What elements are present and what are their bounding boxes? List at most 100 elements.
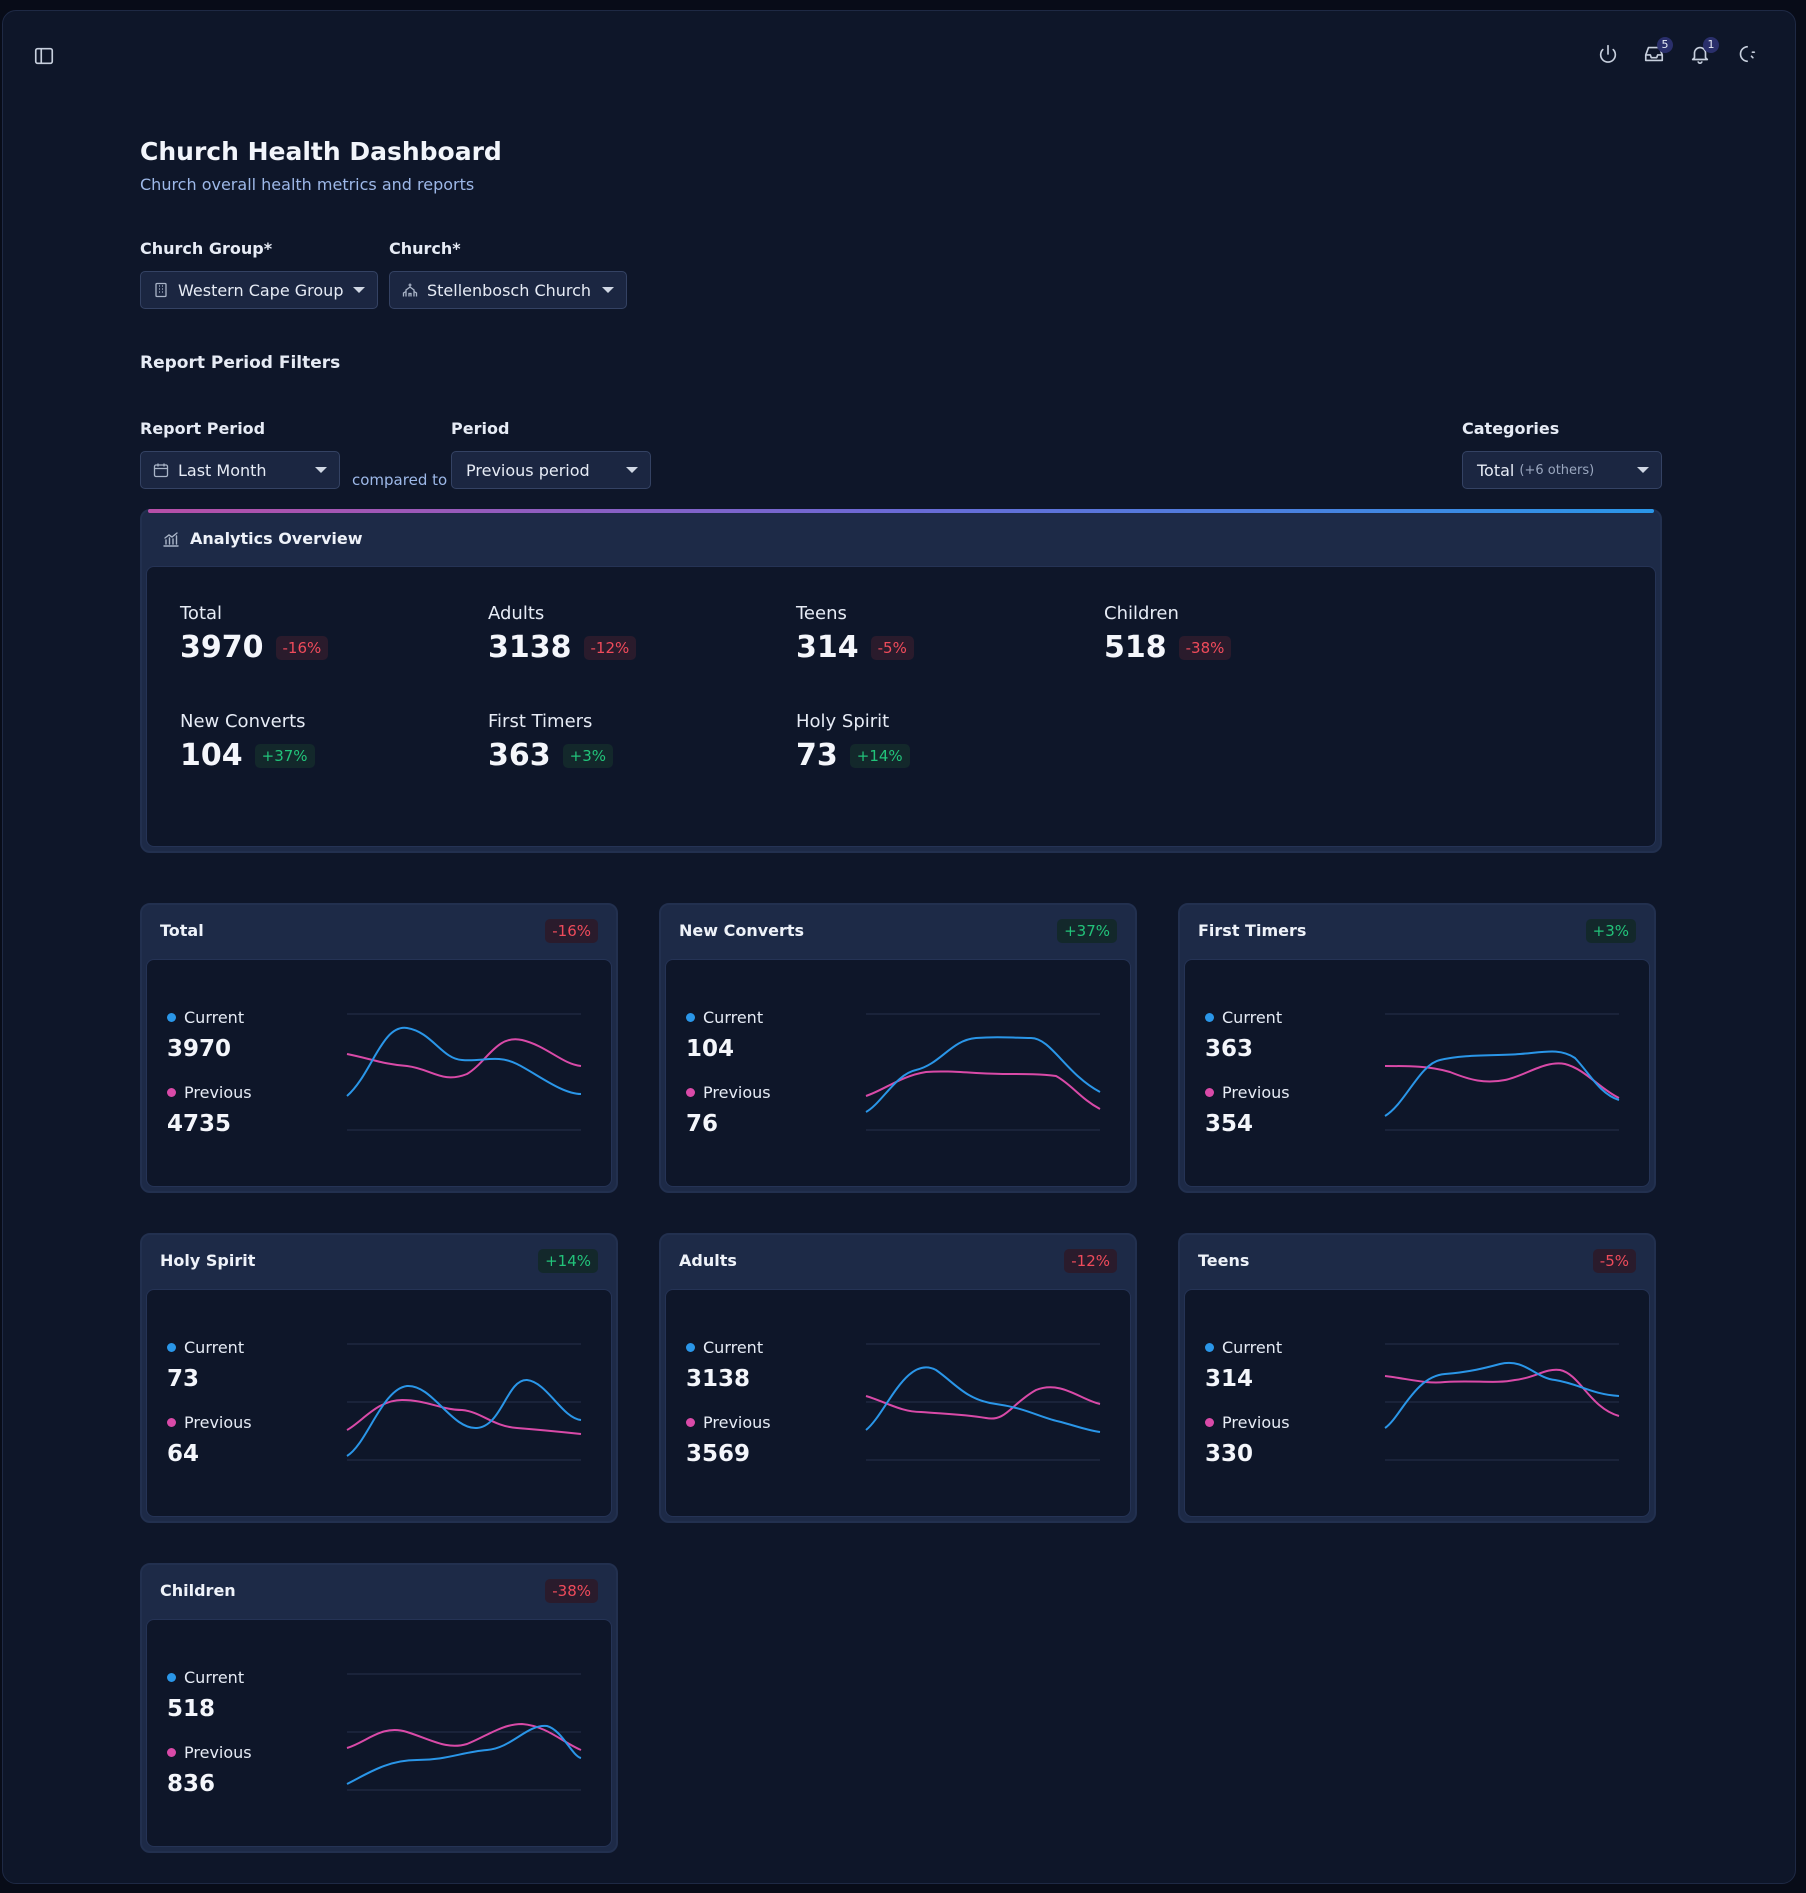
stat-teens: Teens 314 -5%	[796, 603, 1156, 665]
stat-change-badge: -5%	[870, 635, 914, 660]
current-dot-icon	[1205, 1343, 1214, 1352]
chevron-down-icon	[353, 287, 365, 293]
legend-current-label: Current	[1222, 1008, 1283, 1027]
legend-current: Current	[686, 1008, 763, 1027]
legend-previous: Previous	[167, 1413, 252, 1432]
inbox-icon[interactable]: 5	[1643, 37, 1673, 67]
card-change-badge: +37%	[1057, 919, 1117, 943]
card-title: Holy Spirit	[160, 1251, 256, 1270]
analytics-overview-body: Total 3970 -16% Adults 3138 -12% Teens 314 -5% Ch…	[146, 566, 1656, 847]
legend-current: Current	[167, 1338, 244, 1357]
card-body: Current 73 Previous 64	[146, 1289, 612, 1517]
sparkline-chart	[1384, 1013, 1620, 1131]
stat-row: 3138 -12%	[488, 630, 848, 665]
categories-label: Categories	[1462, 419, 1560, 438]
church-select[interactable]: Stellenbosch Church	[389, 271, 627, 309]
theme-icon[interactable]	[1735, 43, 1759, 67]
legend-current: Current	[1205, 1338, 1282, 1357]
categories-select[interactable]: Total (+6 others)	[1462, 451, 1662, 489]
page-title: Church Health Dashboard	[140, 137, 502, 166]
stat-change-badge: +3%	[562, 743, 613, 768]
previous-dot-icon	[686, 1088, 695, 1097]
stat-label: New Converts	[180, 711, 306, 732]
period-value: Previous period	[466, 460, 590, 480]
previous-dot-icon	[167, 1418, 176, 1427]
stat-value: 314	[796, 630, 859, 665]
stat-label: Teens	[796, 603, 847, 624]
card-title: Teens	[1198, 1251, 1250, 1270]
previous-series-line	[346, 1398, 582, 1435]
chevron-down-icon	[602, 287, 614, 293]
bell-icon[interactable]: 1	[1689, 37, 1719, 67]
metric-card-teens: Teens -5% Current 314 Previous 330	[1178, 1233, 1656, 1523]
current-value: 314	[1205, 1366, 1254, 1392]
stat-row: 518 -38%	[1104, 630, 1464, 665]
report-period-label: Report Period	[140, 419, 266, 438]
stat-new-converts: New Converts 104 +37%	[180, 711, 540, 773]
legend-current-label: Current	[184, 1008, 245, 1027]
app-window: 5 1 Church Health Dashboard Church overa…	[2, 10, 1796, 1884]
sidebar-toggle-icon[interactable]	[33, 45, 57, 69]
panel-accent-bar	[148, 509, 1654, 513]
period-select[interactable]: Previous period	[451, 451, 651, 489]
card-body: Current 3138 Previous 3569	[665, 1289, 1131, 1517]
card-title: New Converts	[679, 921, 805, 940]
stat-label: Total	[180, 603, 223, 624]
legend-current: Current	[1205, 1008, 1282, 1027]
legend-previous-label: Previous	[184, 1083, 252, 1102]
previous-series-line	[1384, 1368, 1620, 1417]
card-title: Children	[160, 1581, 236, 1600]
stat-children: Children 518 -38%	[1104, 603, 1464, 665]
stat-value: 3138	[488, 630, 572, 665]
current-series-line	[1384, 1361, 1620, 1429]
legend-previous: Previous	[1205, 1413, 1290, 1432]
metric-card-new-converts: New Converts +37% Current 104 Previous 76	[659, 903, 1137, 1193]
previous-series-line	[865, 1070, 1101, 1110]
card-title: Adults	[679, 1251, 737, 1270]
legend-current: Current	[167, 1008, 244, 1027]
church-group-select[interactable]: Western Cape Group	[140, 271, 378, 309]
card-change-badge: -5%	[1592, 1249, 1636, 1273]
stat-adults: Adults 3138 -12%	[488, 603, 848, 665]
legend-current-label: Current	[184, 1668, 245, 1687]
card-change-badge: +3%	[1585, 919, 1636, 943]
legend-previous: Previous	[167, 1743, 252, 1762]
calendar-icon	[153, 463, 169, 478]
current-value: 363	[1205, 1036, 1254, 1062]
previous-dot-icon	[167, 1748, 176, 1757]
current-value: 73	[167, 1366, 200, 1392]
metric-card-holy-spirit: Holy Spirit +14% Current 73 Previous 64	[140, 1233, 618, 1523]
previous-value: 3569	[686, 1441, 751, 1467]
current-value: 3970	[167, 1036, 232, 1062]
previous-series-line	[346, 1038, 582, 1079]
analytics-icon	[163, 531, 179, 547]
page-subtitle: Church overall health metrics and report…	[140, 175, 475, 194]
current-dot-icon	[686, 1343, 695, 1352]
previous-series-line	[1384, 1062, 1620, 1099]
power-icon[interactable]	[1597, 43, 1621, 67]
stat-total: Total 3970 -16%	[180, 603, 540, 665]
analytics-overview-title: Analytics Overview	[190, 529, 363, 548]
previous-value: 4735	[167, 1111, 232, 1137]
current-series-line	[346, 1026, 582, 1097]
legend-previous-label: Previous	[184, 1743, 252, 1762]
current-dot-icon	[1205, 1013, 1214, 1022]
current-dot-icon	[167, 1013, 176, 1022]
card-body: Current 3970 Previous 4735	[146, 959, 612, 1187]
current-series-line	[865, 1036, 1101, 1113]
previous-value: 354	[1205, 1111, 1254, 1137]
current-series-line	[346, 1724, 582, 1785]
current-series-line	[346, 1378, 582, 1457]
legend-previous: Previous	[686, 1413, 771, 1432]
stat-change-badge: -38%	[1178, 635, 1232, 660]
card-title: Total	[160, 921, 204, 940]
stat-label: First Timers	[488, 711, 593, 732]
sparkline-chart	[865, 1343, 1101, 1461]
report-period-select[interactable]: Last Month	[140, 451, 340, 489]
previous-dot-icon	[1205, 1088, 1214, 1097]
church-group-value: Western Cape Group	[178, 280, 344, 300]
sparkline-chart	[346, 1673, 582, 1791]
legend-current: Current	[686, 1338, 763, 1357]
chevron-down-icon	[626, 467, 638, 473]
stat-row: 73 +14%	[796, 738, 1156, 773]
